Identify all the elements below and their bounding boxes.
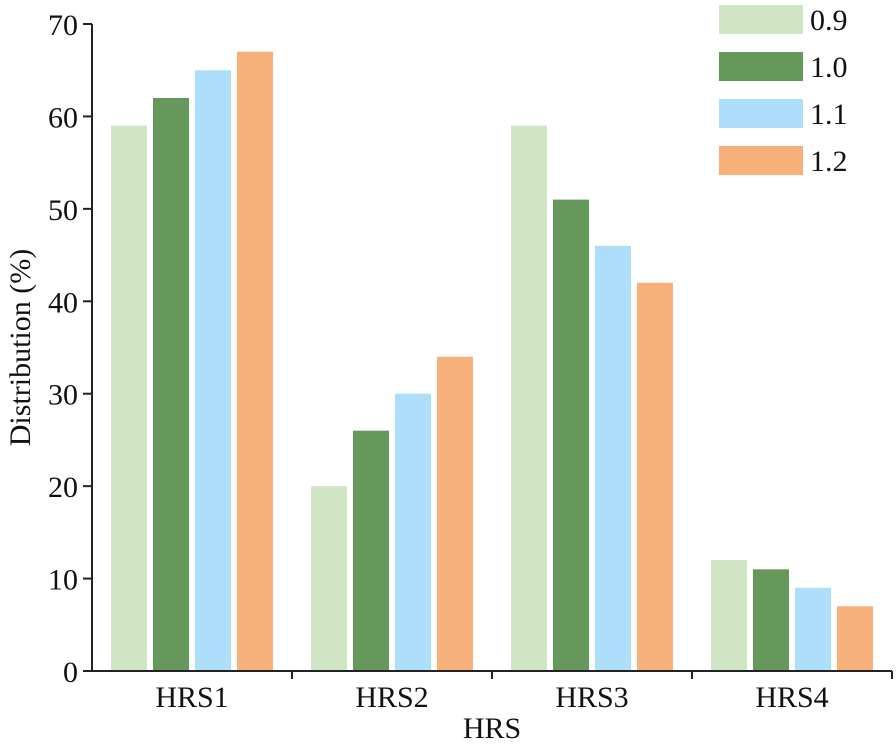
x-tick-label: HRS4 — [755, 681, 828, 714]
x-ticks-group: HRS1 HRS2 HRS3 HRS4 — [155, 671, 893, 714]
legend-swatch-1.2 — [719, 146, 803, 175]
bar-hrs3-series-1.2 — [637, 282, 673, 671]
bar-hrs2-series-0.9 — [311, 486, 347, 671]
y-ticks-group: 0 10 20 30 40 50 60 70 — [48, 9, 92, 689]
bar-hrs4-series-1.1 — [795, 587, 831, 671]
legend-label: 1.1 — [810, 98, 848, 131]
bar-hrs2-series-1.1 — [395, 393, 431, 671]
y-tick-label: 0 — [63, 656, 78, 689]
y-tick-label: 40 — [48, 286, 78, 319]
y-tick-label: 30 — [48, 379, 78, 412]
legend-label: 0.9 — [810, 4, 848, 37]
bar-hrs2-series-1.2 — [437, 356, 473, 671]
bar-hrs4-series-0.9 — [711, 560, 747, 671]
bar-hrs1-series-0.9 — [111, 125, 147, 671]
bar-hrs1-series-1.2 — [237, 51, 273, 671]
y-tick-label: 10 — [48, 564, 78, 597]
legend-label: 1.2 — [810, 145, 848, 178]
bar-hrs2-series-1.0 — [353, 430, 389, 671]
bar-hrs3-series-1.1 — [595, 245, 631, 672]
y-tick-label: 70 — [48, 9, 78, 42]
legend: 0.9 1.0 1.1 1.2 — [719, 4, 848, 178]
bars-group — [111, 51, 873, 672]
legend-swatch-0.9 — [719, 5, 803, 34]
bar-hrs4-series-1.2 — [837, 606, 873, 671]
legend-label: 1.0 — [810, 51, 848, 84]
x-tick-label: HRS2 — [355, 681, 428, 714]
legend-swatch-1.0 — [719, 52, 803, 81]
x-tick-label: HRS1 — [155, 681, 228, 714]
x-axis-title: HRS — [463, 712, 521, 745]
y-tick-label: 20 — [48, 471, 78, 504]
bar-hrs1-series-1.1 — [195, 70, 231, 671]
bar-hrs4-series-1.0 — [753, 569, 789, 671]
bar-hrs3-series-1.0 — [553, 199, 589, 671]
y-tick-label: 50 — [48, 194, 78, 227]
bar-hrs1-series-1.0 — [153, 97, 189, 671]
bar-hrs3-series-0.9 — [511, 125, 547, 671]
y-tick-label: 60 — [48, 101, 78, 134]
x-tick-label: HRS3 — [555, 681, 628, 714]
legend-swatch-1.1 — [719, 99, 803, 128]
y-axis-title: Distribution (%) — [4, 249, 37, 446]
